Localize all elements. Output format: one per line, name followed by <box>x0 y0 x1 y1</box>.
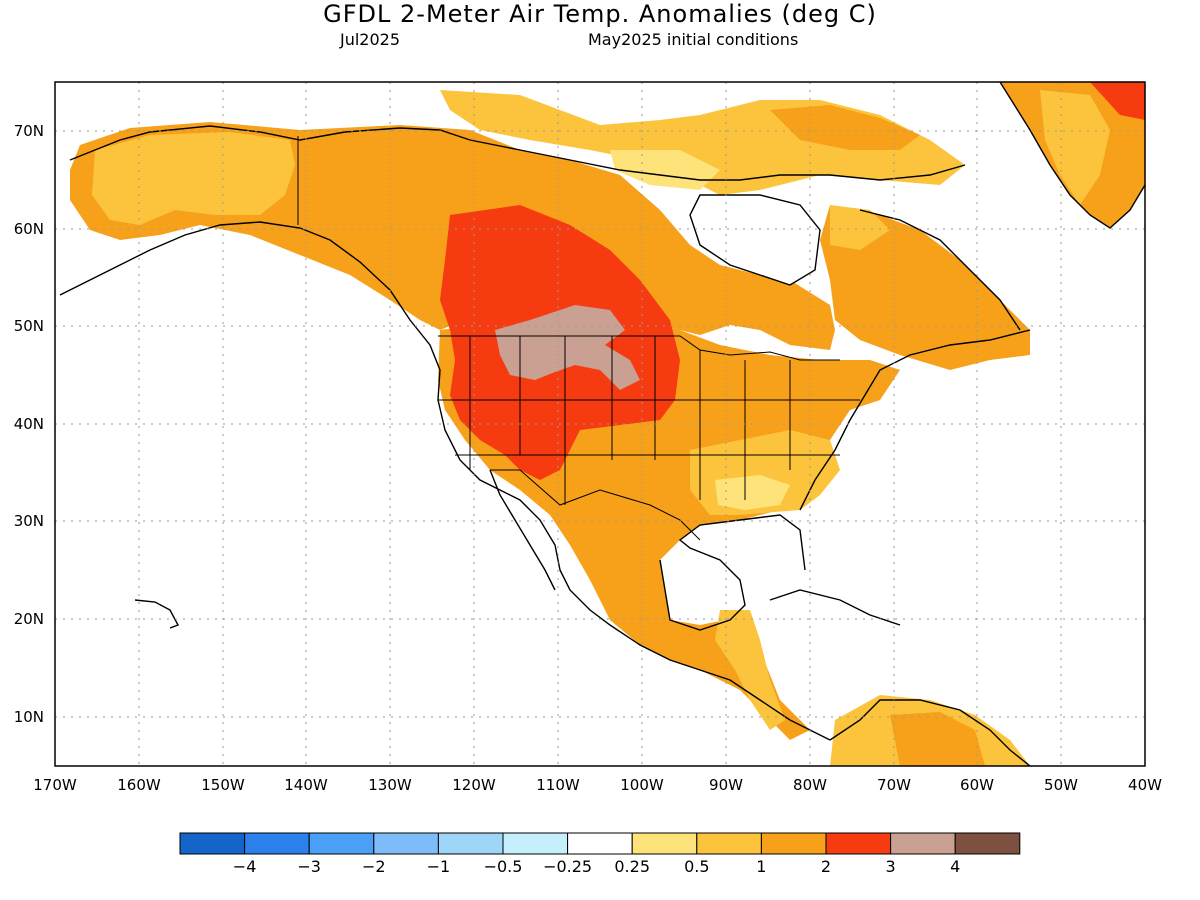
anomaly-region-greenland-hot <box>1090 82 1145 120</box>
anomaly-region-central-america <box>715 610 785 730</box>
lon-label: 110W <box>536 776 580 794</box>
lat-axis-labels: 70N 60N 50N 40N 30N 20N 10N <box>14 122 44 726</box>
anomaly-region-arctic-light <box>610 150 720 190</box>
colorbar-label: 0.25 <box>614 857 650 876</box>
colorbar-label: 3 <box>886 857 896 876</box>
lon-label: 130W <box>368 776 412 794</box>
colorbar-label: 4 <box>950 857 960 876</box>
anomaly-region-venezuela <box>890 712 985 766</box>
anomaly-region-gulf-light <box>715 475 790 510</box>
map-frame <box>54 81 1146 767</box>
forecast-month: Jul2025 <box>340 30 401 49</box>
colorbar-swatch <box>890 832 956 855</box>
initial-conditions: May2025 initial conditions <box>588 30 799 49</box>
colorbar-label: −2 <box>362 857 386 876</box>
anomaly-region-extreme-north-plains <box>495 305 640 390</box>
coast-alaska-west <box>69 125 471 161</box>
lat-label: 20N <box>14 610 44 628</box>
lon-label: 80W <box>793 776 827 794</box>
colorbar-label: −4 <box>233 857 257 876</box>
lon-label: 90W <box>709 776 743 794</box>
graticule <box>55 82 1145 766</box>
coast-gulf <box>659 514 806 631</box>
anomaly-region-quebec <box>820 205 1030 370</box>
colorbar: −4 −3 −2 −1 −0.5 −0.25 0.25 0.5 1 2 3 4 <box>179 832 1021 876</box>
coast-greenland <box>999 82 1145 229</box>
colorbar-swatch <box>373 832 439 855</box>
lon-label: 40W <box>1128 776 1162 794</box>
border-states-2 <box>438 399 860 456</box>
anomaly-region-baffin <box>770 105 920 150</box>
anomaly-region-greenland-light <box>1040 90 1110 205</box>
map-title: GFDL 2-Meter Air Temp. Anomalies (deg C) <box>323 0 877 28</box>
lon-label: 100W <box>620 776 664 794</box>
coast-atlantic <box>799 329 1031 511</box>
lat-label: 40N <box>14 415 44 433</box>
colorbar-label: −1 <box>427 857 451 876</box>
border-us-canada <box>438 335 840 361</box>
lat-label: 50N <box>14 317 44 335</box>
colorbar-swatch <box>760 832 827 855</box>
colorbar-label: 2 <box>821 857 831 876</box>
lon-label: 120W <box>452 776 496 794</box>
colorbar-label: −0.25 <box>543 857 592 876</box>
colorbar-swatch <box>179 832 246 855</box>
anomaly-region-alaska <box>92 132 295 225</box>
lon-label: 140W <box>284 776 328 794</box>
coast-hudson <box>689 194 821 286</box>
lon-label: 160W <box>117 776 161 794</box>
lat-label: 70N <box>14 122 44 140</box>
colorbar-swatch <box>631 832 698 855</box>
colorbar-swatch <box>502 832 569 855</box>
border-us-mexico <box>490 469 701 541</box>
colorbar-label: 1 <box>756 857 766 876</box>
lat-label: 10N <box>14 708 44 726</box>
coast-labrador <box>859 209 1021 331</box>
colorbar-swatch <box>244 832 310 855</box>
coast-hawaii <box>134 599 179 629</box>
colorbar-swatch <box>437 832 504 855</box>
lon-label: 50W <box>1044 776 1078 794</box>
political-borders <box>297 136 860 541</box>
colorbar-swatch <box>954 832 1021 855</box>
colorbar-label: −0.5 <box>484 857 523 876</box>
colorbar-swatch <box>308 832 375 855</box>
colorbar-swatch <box>696 832 762 855</box>
lon-label: 70W <box>877 776 911 794</box>
coast-arctic <box>469 139 966 181</box>
colorbar-swatch <box>825 832 892 855</box>
lon-label: 170W <box>33 776 77 794</box>
lat-label: 60N <box>14 220 44 238</box>
anomaly-fields <box>70 82 1145 766</box>
coast-baja <box>489 469 556 591</box>
anomaly-region-hudson-bay <box>690 195 820 285</box>
coast-cuba <box>769 589 901 626</box>
colorbar-swatch <box>567 832 633 855</box>
anomaly-region-ungava <box>830 205 890 250</box>
lat-label: 30N <box>14 512 44 530</box>
colorbar-label: 0.5 <box>684 857 709 876</box>
lon-label: 150W <box>201 776 245 794</box>
lon-label: 60W <box>960 776 994 794</box>
colorbar-label: −3 <box>297 857 321 876</box>
lon-axis-labels: 170W 160W 150W 140W 130W 120W 110W 100W … <box>33 776 1162 794</box>
border-states-1 <box>469 336 791 505</box>
